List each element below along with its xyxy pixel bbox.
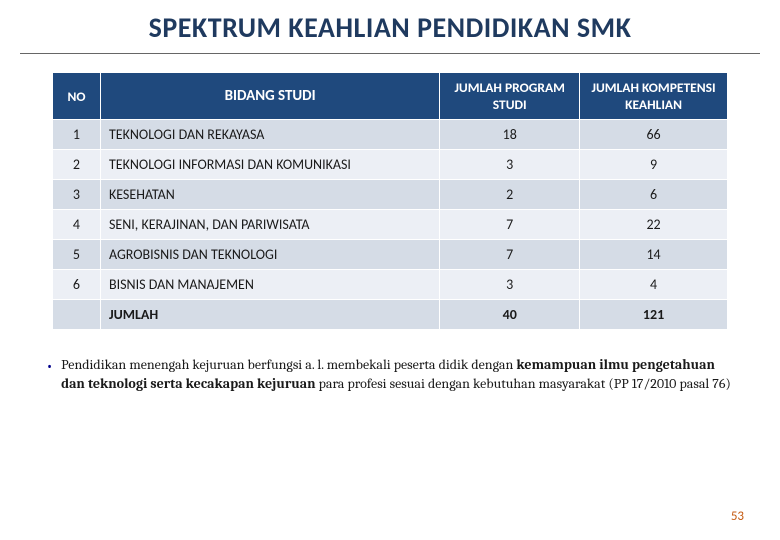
cell-no: 1 [53, 120, 101, 150]
cell-bidang: BISNIS DAN MANAJEMEN [100, 270, 439, 300]
table-row: 4 SENI, KERAJINAN, DAN PARIWISATA 7 22 [53, 210, 728, 240]
title-underline [20, 53, 760, 54]
cell-kompetensi: 22 [580, 210, 728, 240]
cell-no: 3 [53, 180, 101, 210]
page-number: 53 [731, 509, 744, 524]
footnote-text: Pendidikan menengah kejuruan berfungsi a… [61, 356, 734, 394]
cell-program: 3 [440, 270, 580, 300]
th-kompetensi: JUMLAH KOMPETENSI KEAHLIAN [580, 73, 728, 120]
table-row: 6 BISNIS DAN MANAJEMEN 3 4 [53, 270, 728, 300]
cell-kompetensi: 9 [580, 150, 728, 180]
cell-program: 18 [440, 120, 580, 150]
cell-total-label: JUMLAH [100, 300, 439, 330]
spektrum-table-container: NO BIDANG STUDI JUMLAH PROGRAM STUDI JUM… [52, 72, 728, 330]
cell-program: 7 [440, 240, 580, 270]
cell-no: 6 [53, 270, 101, 300]
cell-total-kompetensi: 121 [580, 300, 728, 330]
th-no: NO [53, 73, 101, 120]
cell-no: 4 [53, 210, 101, 240]
table-header-row: NO BIDANG STUDI JUMLAH PROGRAM STUDI JUM… [53, 73, 728, 120]
table-row: 1 TEKNOLOGI DAN REKAYASA 18 66 [53, 120, 728, 150]
cell-no: 2 [53, 150, 101, 180]
footnote-plain2: para profesi sesuai dengan kebutuhan mas… [316, 375, 731, 392]
footnote-plain1: Pendidikan menengah kejuruan berfungsi a… [61, 356, 516, 373]
cell-total-no [53, 300, 101, 330]
footnote-item: • Pendidikan menengah kejuruan berfungsi… [46, 356, 734, 394]
table-row: 5 AGROBISNIS DAN TEKNOLOGI 7 14 [53, 240, 728, 270]
table-total-row: JUMLAH 40 121 [53, 300, 728, 330]
cell-program: 3 [440, 150, 580, 180]
cell-total-program: 40 [440, 300, 580, 330]
spektrum-table: NO BIDANG STUDI JUMLAH PROGRAM STUDI JUM… [52, 72, 728, 330]
th-program: JUMLAH PROGRAM STUDI [440, 73, 580, 120]
cell-bidang: TEKNOLOGI INFORMASI DAN KOMUNIKASI [100, 150, 439, 180]
page-title: SPEKTRUM KEAHLIAN PENDIDIKAN SMK [0, 0, 780, 53]
table-row: 2 TEKNOLOGI INFORMASI DAN KOMUNIKASI 3 9 [53, 150, 728, 180]
cell-bidang: AGROBISNIS DAN TEKNOLOGI [100, 240, 439, 270]
th-bidang: BIDANG STUDI [100, 73, 439, 120]
cell-bidang: KESEHATAN [100, 180, 439, 210]
cell-kompetensi: 14 [580, 240, 728, 270]
bullet-icon: • [46, 356, 53, 394]
footnote-block: • Pendidikan menengah kejuruan berfungsi… [46, 356, 734, 394]
cell-bidang: TEKNOLOGI DAN REKAYASA [100, 120, 439, 150]
cell-program: 7 [440, 210, 580, 240]
cell-program: 2 [440, 180, 580, 210]
cell-kompetensi: 6 [580, 180, 728, 210]
table-row: 3 KESEHATAN 2 6 [53, 180, 728, 210]
cell-bidang: SENI, KERAJINAN, DAN PARIWISATA [100, 210, 439, 240]
cell-no: 5 [53, 240, 101, 270]
cell-kompetensi: 66 [580, 120, 728, 150]
cell-kompetensi: 4 [580, 270, 728, 300]
